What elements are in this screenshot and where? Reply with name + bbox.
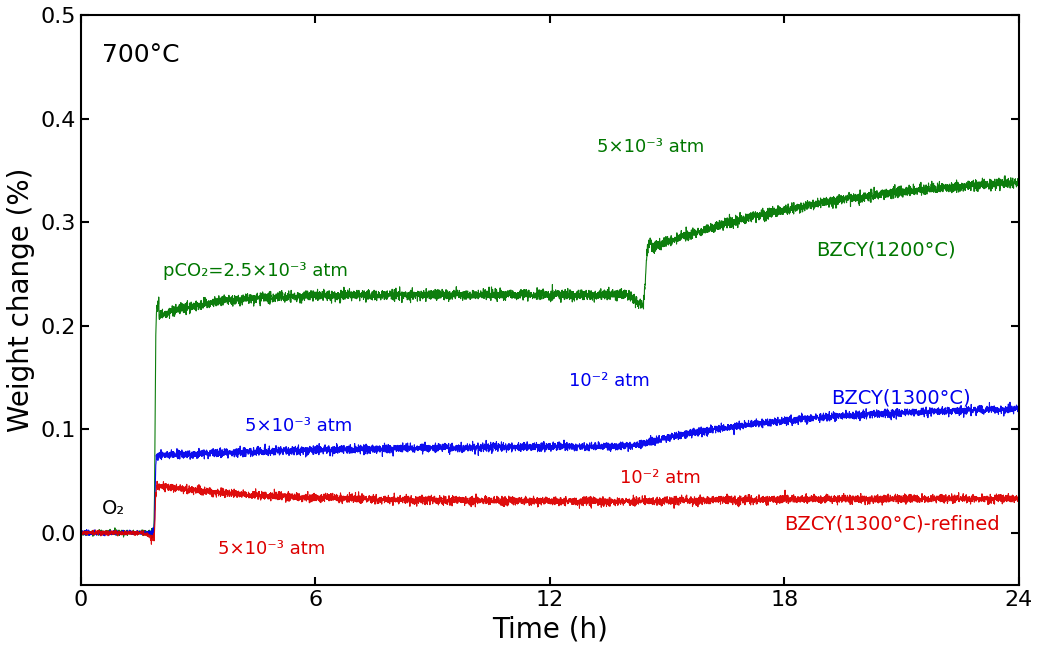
Text: 700°C: 700°C bbox=[102, 42, 180, 66]
Text: 5×10⁻³ atm: 5×10⁻³ atm bbox=[217, 540, 324, 558]
Y-axis label: Weight change (%): Weight change (%) bbox=[7, 168, 35, 432]
Text: pCO₂=2.5×10⁻³ atm: pCO₂=2.5×10⁻³ atm bbox=[163, 262, 347, 280]
Text: 10⁻² atm: 10⁻² atm bbox=[570, 372, 650, 390]
Text: 5×10⁻³ atm: 5×10⁻³ atm bbox=[597, 138, 704, 155]
Text: BZCY(1300°C)-refined: BZCY(1300°C)-refined bbox=[784, 515, 1000, 534]
X-axis label: Time (h): Time (h) bbox=[492, 615, 607, 643]
Text: BZCY(1300°C): BZCY(1300°C) bbox=[831, 388, 971, 408]
Text: 10⁻² atm: 10⁻² atm bbox=[620, 469, 701, 487]
Text: O₂: O₂ bbox=[102, 499, 126, 518]
Text: 5×10⁻³ atm: 5×10⁻³ atm bbox=[245, 417, 353, 436]
Text: BZCY(1200°C): BZCY(1200°C) bbox=[815, 240, 956, 259]
